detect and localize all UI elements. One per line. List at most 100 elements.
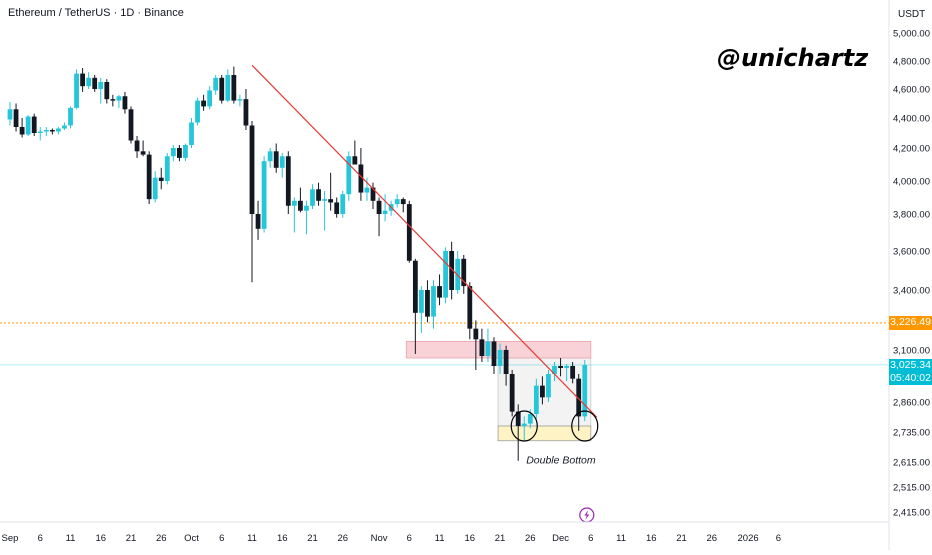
candle	[310, 184, 315, 210]
candle	[304, 200, 309, 235]
candle	[110, 94, 116, 107]
candle	[497, 343, 503, 374]
candle	[19, 118, 25, 138]
candle-body	[7, 109, 13, 120]
candle-body	[13, 109, 19, 127]
last-price-value: 3,025.34	[890, 358, 931, 371]
x-tick-label: 6	[588, 533, 593, 544]
candle-body	[98, 82, 104, 89]
candle	[158, 167, 164, 190]
candle-body	[467, 286, 473, 329]
candle	[225, 69, 231, 103]
candle	[195, 97, 200, 126]
candle	[364, 177, 370, 201]
candle-body	[346, 156, 352, 195]
y-tick-label: 3,400.00	[893, 286, 930, 297]
candle	[582, 360, 588, 422]
candle	[255, 200, 261, 240]
candle-body	[540, 385, 545, 398]
candle	[231, 66, 237, 104]
candle-body	[515, 411, 521, 426]
candle	[164, 152, 170, 185]
candle-body	[201, 100, 206, 107]
candle-body	[564, 366, 569, 368]
candle	[273, 143, 279, 173]
candle	[406, 200, 412, 263]
candle	[62, 122, 67, 130]
candle	[37, 127, 43, 141]
x-tick-label: 26	[525, 533, 536, 544]
candle-body	[213, 77, 219, 91]
candle	[201, 94, 206, 111]
candle-body	[110, 99, 116, 101]
lightning-icon	[579, 507, 595, 523]
candle	[122, 91, 128, 114]
candle-body	[86, 77, 92, 87]
candle	[503, 345, 509, 386]
candle-body	[164, 156, 170, 181]
candle	[491, 337, 497, 374]
candle-body	[140, 151, 146, 155]
candle-body	[370, 187, 376, 201]
y-tick-label: 2,415.00	[893, 508, 930, 519]
candle-body	[425, 290, 430, 317]
candle-body	[316, 189, 321, 201]
candle-body	[219, 77, 225, 101]
candle	[49, 128, 55, 135]
candle-body	[503, 350, 509, 374]
candle	[358, 148, 364, 201]
x-tick-label: 6	[219, 533, 224, 544]
candle-body	[328, 199, 334, 203]
candle-body	[225, 75, 231, 101]
candle	[152, 171, 158, 203]
x-tick-label: 21	[676, 533, 687, 544]
candle-body	[37, 131, 43, 133]
candle-body	[207, 90, 213, 107]
candle	[328, 172, 334, 211]
candle	[352, 140, 358, 165]
candle	[285, 151, 291, 214]
x-tick-label: Oct	[184, 533, 199, 544]
candle	[25, 115, 31, 136]
candle-body	[443, 251, 448, 298]
candle-body	[249, 125, 255, 214]
candle	[455, 251, 461, 294]
candle	[140, 140, 146, 157]
resistance-price-value: 3,226.49	[890, 316, 931, 328]
candle-body	[304, 205, 309, 211]
candle-body	[491, 341, 497, 366]
x-tick-label: 11	[247, 533, 257, 544]
candle-body	[195, 100, 200, 123]
candle-body	[285, 156, 291, 206]
double-bottom-marker	[571, 410, 599, 442]
candle	[509, 370, 515, 417]
y-tick-label: 2,735.00	[893, 428, 930, 439]
candle	[237, 94, 243, 107]
y-tick-label: 5,000.00	[893, 29, 930, 40]
price-axis-unit[interactable]: USDT	[898, 9, 926, 20]
candle	[13, 103, 19, 132]
y-tick-label: 3,600.00	[893, 247, 930, 258]
candle	[170, 145, 176, 162]
candle-body	[56, 128, 61, 132]
candle-body	[68, 107, 73, 126]
y-tick-label: 4,800.00	[893, 57, 930, 68]
candle	[570, 362, 576, 384]
candle	[68, 106, 73, 129]
candle-body	[243, 99, 249, 126]
candle-body	[406, 204, 412, 261]
double-bottom-marker	[510, 410, 538, 442]
descending-trendline	[251, 64, 598, 418]
candle-body	[80, 73, 85, 87]
candle	[267, 148, 273, 168]
candle-body	[340, 194, 346, 214]
candle	[183, 143, 188, 162]
candle	[291, 197, 297, 233]
candle-body	[382, 210, 388, 214]
candle	[552, 362, 557, 381]
candle-body	[104, 82, 110, 100]
candle	[128, 106, 134, 144]
candle-body	[558, 366, 563, 368]
